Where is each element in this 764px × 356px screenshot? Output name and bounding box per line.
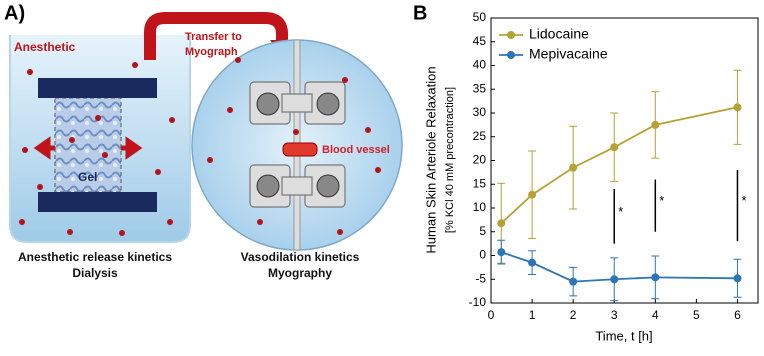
y-tick-label: 15 — [473, 176, 487, 190]
screws — [256, 92, 340, 198]
transfer-label: Transfer to — [185, 31, 242, 43]
error-cap — [528, 150, 537, 239]
y-tick-label: 25 — [473, 129, 487, 143]
legend-marker — [507, 51, 515, 59]
error-cap — [651, 91, 660, 159]
x-tick-label: 4 — [652, 308, 659, 322]
gel — [54, 97, 122, 193]
y-tick-label: 5 — [479, 224, 486, 238]
y-tick-label: 45 — [473, 34, 487, 48]
data-point — [497, 248, 506, 257]
legend-label: Mepivacaine — [529, 46, 608, 62]
clamp-bottom — [38, 192, 157, 212]
data-point — [528, 258, 537, 267]
y-tick-label: 0 — [479, 248, 486, 262]
y-tick-label: 10 — [473, 200, 487, 214]
error-cap — [610, 112, 619, 182]
clamp-top — [38, 78, 157, 98]
series-line — [500, 106, 738, 224]
data-point — [569, 277, 578, 286]
significance-label: * — [618, 204, 623, 219]
error-cap — [610, 257, 619, 302]
x-tick-label: 1 — [529, 308, 536, 322]
error-cap — [569, 266, 578, 297]
y-axis-label: [% KCl 40 mM precontraction] — [444, 87, 456, 233]
y-tick-label: 35 — [473, 81, 487, 95]
legend-label: Lidocaine — [529, 26, 589, 42]
stretch-arrows — [33, 136, 143, 160]
data-point — [651, 120, 660, 129]
data-point — [610, 275, 619, 284]
y-tick-label: -10 — [469, 295, 487, 309]
y-tick-label: 30 — [473, 105, 487, 119]
blood-vessel — [282, 142, 318, 157]
error-cap — [497, 239, 506, 265]
x-tick-label: 2 — [570, 308, 577, 322]
y-tick-label: 40 — [473, 58, 487, 72]
y-axis-label: Human Skin Arteriole Relaxation — [423, 66, 438, 253]
panel-label: B — [413, 2, 427, 24]
data-point — [733, 274, 742, 283]
x-tick-label: 3 — [611, 308, 618, 322]
series-line — [500, 251, 738, 283]
caption: Vasodilation kinetics — [241, 250, 360, 264]
anesthetic-label: Anesthetic — [14, 40, 76, 54]
data-point — [610, 143, 619, 152]
error-cap — [569, 125, 578, 210]
caption: Myography — [268, 266, 332, 280]
x-tick-label: 6 — [734, 308, 741, 322]
significance-label: * — [741, 193, 746, 208]
significance-label: * — [659, 193, 664, 208]
y-tick-label: 20 — [473, 153, 487, 167]
transfer-arrow — [144, 12, 288, 60]
error-cap — [733, 258, 742, 298]
error-cap — [651, 255, 660, 300]
x-tick-label: 0 — [488, 308, 495, 322]
transfer-label: Myograph — [185, 46, 238, 58]
vessel-label: Blood vessel — [322, 144, 390, 156]
data-point — [569, 163, 578, 172]
x-axis-label: Time, t [h] — [595, 328, 652, 343]
anesthetic-dots — [19, 57, 381, 236]
error-cap — [733, 69, 742, 145]
panel-label: A) — [4, 2, 25, 24]
y-tick-label: -5 — [475, 271, 486, 285]
error-cap — [528, 250, 537, 275]
y-tick-label: 50 — [473, 10, 487, 24]
caption: Anesthetic release kinetics — [18, 250, 172, 264]
legend-marker — [507, 31, 515, 39]
data-point — [497, 219, 506, 228]
caption: Dialysis — [72, 266, 118, 280]
gel-label: Gel — [78, 170, 97, 184]
data-point — [528, 190, 537, 199]
data-point — [733, 103, 742, 112]
data-point — [651, 273, 660, 282]
panel-a: A) Anesthetic Gel Transfer to Myograph B… — [4, 2, 403, 280]
x-tick-label: 5 — [693, 308, 700, 322]
